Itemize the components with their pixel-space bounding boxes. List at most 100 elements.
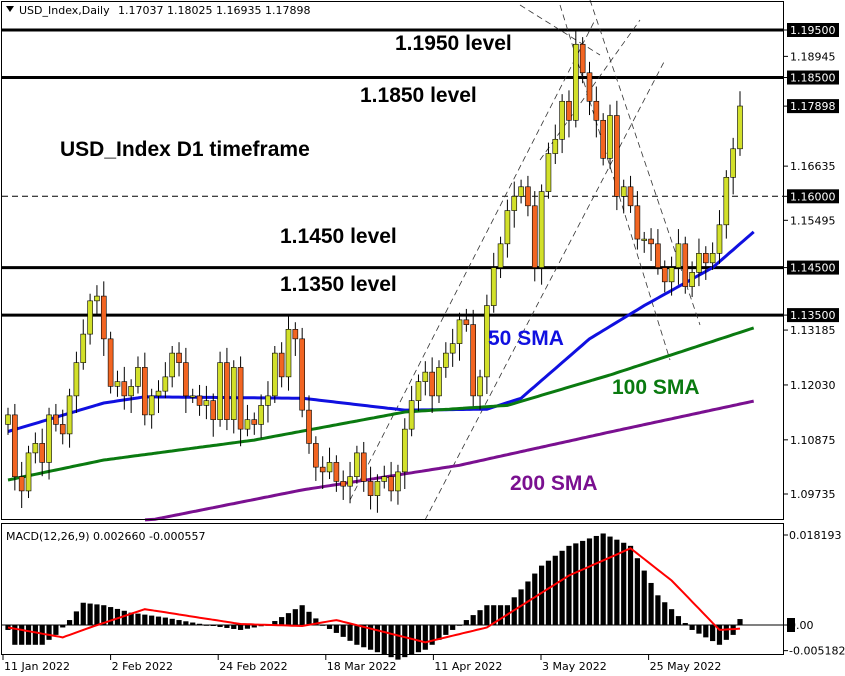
candle[interactable] — [730, 137, 736, 195]
candle[interactable] — [408, 385, 415, 437]
trendline[interactable] — [589, 0, 701, 326]
candle[interactable] — [142, 352, 148, 426]
candle[interactable] — [272, 345, 278, 404]
candle[interactable] — [12, 403, 18, 491]
price-panel[interactable]: 1.19500 1.18945 1.18500 1.17898 1.16635 1.160… — [2, 0, 839, 522]
candle[interactable] — [511, 181, 518, 228]
candle[interactable] — [354, 445, 360, 484]
candle[interactable] — [319, 456, 326, 490]
candle[interactable] — [456, 312, 463, 361]
candle[interactable] — [531, 191, 538, 282]
candle[interactable] — [648, 228, 654, 261]
candle[interactable] — [5, 407, 11, 435]
candle[interactable] — [586, 61, 593, 116]
candle[interactable] — [46, 407, 52, 480]
candle[interactable] — [292, 322, 299, 356]
candle[interactable] — [230, 360, 237, 434]
candle[interactable] — [436, 360, 442, 404]
candle[interactable] — [477, 369, 483, 410]
candle[interactable] — [121, 366, 128, 410]
candle[interactable] — [107, 331, 114, 394]
candle[interactable] — [388, 461, 394, 502]
candle[interactable] — [73, 351, 80, 413]
candle[interactable] — [668, 256, 675, 296]
candle[interactable] — [559, 94, 565, 154]
candle[interactable] — [210, 393, 217, 437]
candle[interactable] — [675, 229, 682, 285]
candle[interactable] — [422, 361, 429, 396]
candle[interactable] — [87, 293, 93, 345]
candle[interactable] — [374, 474, 381, 513]
candle[interactable] — [203, 385, 210, 420]
candle[interactable] — [135, 356, 141, 394]
candle[interactable] — [497, 236, 504, 279]
candle[interactable] — [313, 436, 319, 481]
candle[interactable] — [429, 357, 435, 413]
candle[interactable] — [504, 199, 511, 258]
candle[interactable] — [449, 328, 456, 367]
candle[interactable] — [340, 470, 347, 500]
candle[interactable] — [463, 308, 470, 332]
candle[interactable] — [381, 465, 388, 489]
candle[interactable] — [100, 281, 107, 356]
candle[interactable] — [265, 381, 271, 423]
candle[interactable] — [176, 342, 182, 377]
candle[interactable] — [620, 179, 627, 214]
candle[interactable] — [538, 184, 545, 285]
candle[interactable] — [470, 309, 476, 407]
candle[interactable] — [244, 404, 251, 437]
candle[interactable] — [217, 351, 223, 427]
candle[interactable] — [525, 175, 531, 217]
candle[interactable] — [655, 229, 661, 275]
candle[interactable] — [737, 91, 743, 156]
candle[interactable] — [579, 37, 586, 84]
trendline[interactable] — [519, 4, 601, 56]
candle[interactable] — [183, 347, 189, 413]
candle[interactable] — [709, 242, 716, 270]
candle[interactable] — [607, 104, 613, 169]
candle[interactable] — [395, 464, 401, 505]
candle[interactable] — [128, 379, 134, 413]
trendline[interactable] — [424, 59, 666, 521]
candle[interactable] — [634, 191, 641, 250]
candle[interactable] — [66, 388, 73, 448]
candle[interactable] — [545, 142, 552, 199]
candle[interactable] — [696, 238, 702, 287]
candle[interactable] — [326, 447, 333, 480]
candle[interactable] — [306, 395, 312, 454]
candle[interactable] — [285, 314, 292, 391]
candle[interactable] — [80, 319, 87, 370]
candle[interactable] — [299, 327, 305, 418]
candle[interactable] — [401, 418, 408, 490]
trendline[interactable] — [539, 19, 641, 161]
candle[interactable] — [196, 384, 203, 416]
candle[interactable] — [94, 285, 100, 315]
collapse-triangle-icon[interactable] — [6, 6, 14, 12]
candle[interactable] — [702, 246, 709, 280]
candle[interactable] — [169, 345, 175, 388]
candle[interactable] — [237, 356, 244, 447]
candle[interactable] — [723, 170, 730, 239]
candle[interactable] — [155, 380, 162, 413]
candle[interactable] — [258, 394, 264, 439]
candle[interactable] — [443, 342, 449, 378]
candle[interactable] — [59, 409, 66, 445]
candle[interactable] — [32, 432, 39, 464]
candle[interactable] — [224, 347, 230, 431]
candle[interactable] — [18, 461, 25, 509]
candle[interactable] — [682, 236, 689, 294]
candle[interactable] — [716, 210, 723, 264]
macd-panel[interactable]: 0.018193 0.00 -0.005182 11 Jan 2022 2 Feb 20… — [2, 529, 845, 673]
candle[interactable] — [347, 461, 353, 504]
candle[interactable] — [148, 388, 155, 429]
candle[interactable] — [484, 294, 490, 394]
candle[interactable] — [661, 260, 668, 293]
candle[interactable] — [189, 388, 196, 404]
candle[interactable] — [627, 175, 634, 213]
candle[interactable] — [367, 466, 374, 510]
candle[interactable] — [278, 342, 285, 388]
candle[interactable] — [25, 445, 32, 499]
candle[interactable] — [360, 441, 367, 492]
candle[interactable] — [593, 86, 600, 138]
